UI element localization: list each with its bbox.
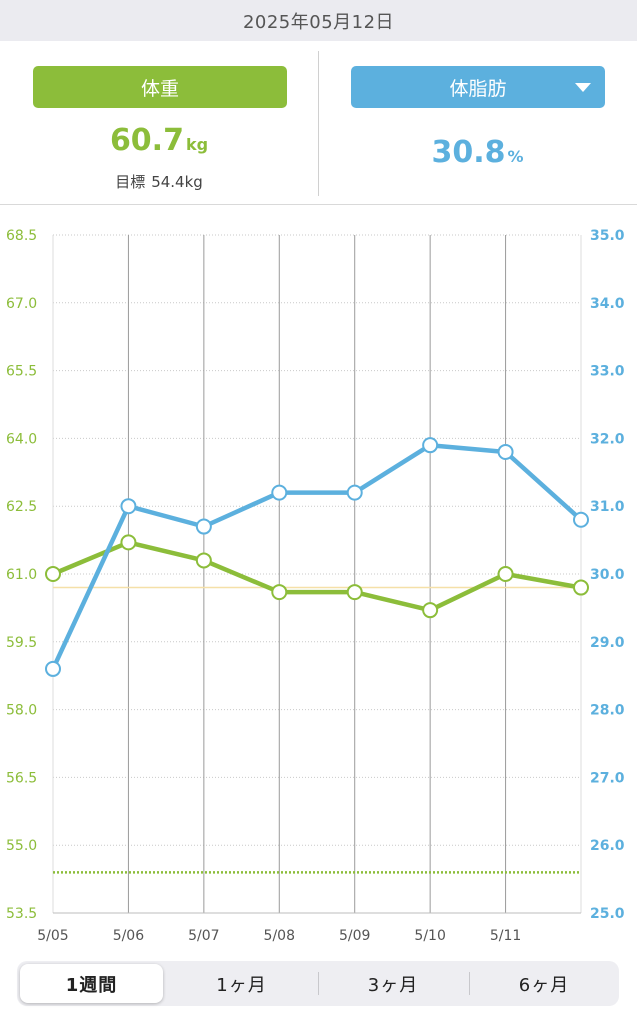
y-left-tick-label: 65.5 xyxy=(6,364,37,380)
y-left-tick-label: 67.0 xyxy=(6,296,37,312)
weight-bodyfat-chart: 68.5 67.0 65.5 64.0 62.5 61.0 59.5 58.0 56.5 55.0… xyxy=(6,228,625,944)
y-left-tick-label: 53.5 xyxy=(6,906,37,922)
weight-data-point xyxy=(346,584,363,601)
target-label: 目標 xyxy=(115,173,146,191)
weight-number: 60.7 xyxy=(109,123,184,158)
y-right-tick-label: 35.0 xyxy=(590,228,625,244)
weight-target: 目標 54.4kg xyxy=(0,171,318,192)
body-fat-data-point xyxy=(573,511,589,528)
weight-data-point xyxy=(573,579,589,596)
date-header: 2025年05月12日 xyxy=(0,0,637,41)
period-1-week[interactable]: 1週間 xyxy=(20,964,163,1003)
x-tick-label: 5/11 xyxy=(490,928,521,944)
body-fat-data-point xyxy=(422,437,439,454)
y-left-tick-label: 58.0 xyxy=(6,703,37,719)
body-fat-data-point xyxy=(346,484,363,501)
period-separator xyxy=(318,972,319,995)
y-right-tick-label: 33.0 xyxy=(590,364,625,380)
weight-data-point xyxy=(271,584,288,601)
weight-series-line xyxy=(50,540,584,613)
y-left-tick-label: 55.0 xyxy=(6,838,37,854)
body-fat-button-label: 体脂肪 xyxy=(449,77,507,100)
x-tick-label: 5/06 xyxy=(113,928,145,944)
period-separator xyxy=(469,972,470,995)
weight-data-point xyxy=(195,552,212,569)
body-fat-number: 30.8 xyxy=(431,135,506,170)
y-right-tick-label: 31.0 xyxy=(590,499,625,515)
x-tick-label: 5/08 xyxy=(264,928,295,944)
weight-button-label: 体重 xyxy=(140,77,179,100)
x-tick-label: 5/10 xyxy=(414,928,445,944)
y-right-tick-label: 25.0 xyxy=(590,906,625,922)
period-6-months[interactable]: 6ヶ月 xyxy=(518,974,570,996)
period-selector: 1週間 1ヶ月 3ヶ月 6ヶ月 xyxy=(17,961,619,1006)
y-right-tick-label: 32.0 xyxy=(590,431,625,447)
y-right-tick-label: 28.0 xyxy=(590,703,625,719)
weight-value: 60.7 kg xyxy=(0,123,318,158)
period-1-month[interactable]: 1ヶ月 xyxy=(216,974,267,996)
y-left-tick-label: 56.5 xyxy=(6,770,37,786)
y-left-tick-label: 64.0 xyxy=(6,431,37,447)
weight-data-point xyxy=(120,534,137,551)
metrics-divider xyxy=(318,51,319,196)
body-fat-value: 30.8% xyxy=(318,135,637,170)
y-left-tick-label: 68.5 xyxy=(6,228,37,244)
body-fat-data-point xyxy=(120,498,137,515)
body-fat-series-line xyxy=(50,442,584,672)
y-left-tick-label: 59.5 xyxy=(6,635,37,651)
metrics-panel: 体重 60.7 kg 目標 54.4kg 体脂肪 30.8% xyxy=(0,41,637,205)
period-3-months[interactable]: 3ヶ月 xyxy=(367,974,419,996)
y-right-tick-label: 26.0 xyxy=(590,838,625,854)
body-fat-dropdown-button[interactable]: 体脂肪 xyxy=(351,66,605,108)
y-left-tick-label: 62.5 xyxy=(6,499,37,515)
body-fat-unit: % xyxy=(507,147,524,166)
weight-data-point xyxy=(497,566,514,582)
body-fat-data-point xyxy=(45,660,61,677)
body-fat-data-point xyxy=(497,443,514,460)
target-value: 54.4kg xyxy=(151,173,203,191)
weight-data-point xyxy=(45,566,61,582)
y-right-tick-label: 27.0 xyxy=(590,770,625,786)
x-tick-label: 5/07 xyxy=(188,928,219,944)
body-fat-data-point xyxy=(271,484,288,501)
x-tick-label: 5/05 xyxy=(37,928,68,944)
y-right-tick-label: 34.0 xyxy=(590,296,625,312)
weight-data-point xyxy=(422,602,439,619)
weight-unit: kg xyxy=(185,135,209,154)
body-fat-data-point xyxy=(195,518,212,535)
weight-button[interactable]: 体重 xyxy=(33,66,287,108)
y-right-tick-label: 29.0 xyxy=(590,635,625,651)
x-tick-label: 5/09 xyxy=(339,928,370,944)
caret-down-icon xyxy=(575,83,591,92)
y-left-tick-label: 61.0 xyxy=(6,567,37,583)
y-right-tick-label: 30.0 xyxy=(590,567,625,583)
